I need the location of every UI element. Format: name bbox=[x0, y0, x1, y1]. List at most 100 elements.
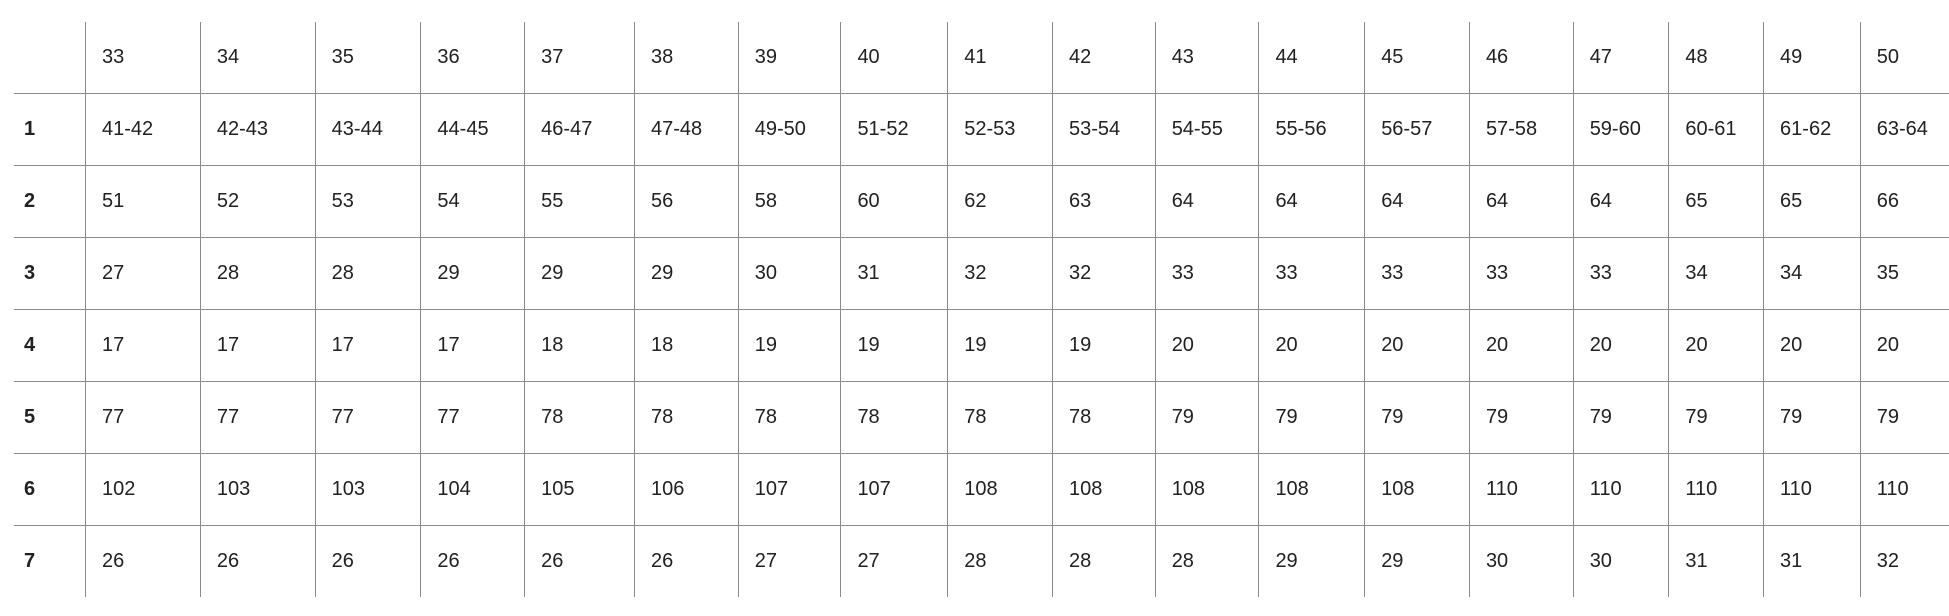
column-header: 38 bbox=[633, 22, 739, 94]
table-cell: 47-48 bbox=[633, 93, 739, 166]
table-cell: 53 bbox=[314, 165, 421, 238]
column-header: 48 bbox=[1668, 22, 1764, 94]
table-cell: 78 bbox=[947, 381, 1053, 454]
column-header: 42 bbox=[1051, 22, 1156, 94]
table-cell: 103 bbox=[199, 453, 316, 526]
table-row: 5 77 77 77 77 78 78 78 78 78 78 79 79 79 79 79 79 79 79 bbox=[14, 381, 1949, 454]
table-cell: 29 bbox=[420, 237, 525, 310]
table-cell: 64 bbox=[1572, 165, 1669, 238]
table-cell: 33 bbox=[1572, 237, 1669, 310]
table-cell: 34 bbox=[1763, 237, 1861, 310]
column-header: 33 bbox=[85, 22, 201, 94]
table-cell: 110 bbox=[1763, 453, 1861, 526]
table-cell: 64 bbox=[1468, 165, 1574, 238]
table-cell: 19 bbox=[840, 309, 948, 382]
table-cell: 42-43 bbox=[199, 93, 316, 166]
table-cell: 110 bbox=[1668, 453, 1764, 526]
table-cell: 56-57 bbox=[1364, 93, 1470, 166]
table-cell: 34 bbox=[1668, 237, 1764, 310]
row-header: 6 bbox=[14, 453, 86, 526]
table-cell: 29 bbox=[1258, 525, 1365, 597]
row-header: 3 bbox=[14, 237, 86, 310]
table-cell: 35 bbox=[1859, 237, 1949, 310]
table-cell: 27 bbox=[840, 525, 948, 597]
table-cell: 19 bbox=[947, 309, 1053, 382]
table-cell: 41-42 bbox=[85, 93, 201, 166]
table-row: 2 51 52 53 54 55 56 58 60 62 63 64 64 64 64 64 65 65 66 bbox=[14, 165, 1949, 238]
table-cell: 20 bbox=[1364, 309, 1470, 382]
column-header: 34 bbox=[199, 22, 316, 94]
table-cell: 64 bbox=[1154, 165, 1259, 238]
table-cell: 30 bbox=[737, 237, 841, 310]
table-cell: 17 bbox=[85, 309, 201, 382]
table-cell: 54-55 bbox=[1154, 93, 1259, 166]
table-cell: 20 bbox=[1763, 309, 1861, 382]
row-header: 5 bbox=[14, 381, 86, 454]
header-row: 33 34 35 36 37 38 39 40 41 42 43 44 45 46 47 48 49 50 bbox=[14, 22, 1949, 94]
column-header: 39 bbox=[737, 22, 841, 94]
table-cell: 32 bbox=[1859, 525, 1949, 597]
table-cell: 104 bbox=[420, 453, 525, 526]
table-cell: 77 bbox=[199, 381, 316, 454]
table-cell: 29 bbox=[633, 237, 739, 310]
column-header: 49 bbox=[1763, 22, 1861, 94]
table-cell: 18 bbox=[524, 309, 635, 382]
table-cell: 79 bbox=[1154, 381, 1259, 454]
table-cell: 77 bbox=[85, 381, 201, 454]
column-header: 46 bbox=[1468, 22, 1574, 94]
table-cell: 53-54 bbox=[1051, 93, 1156, 166]
table-cell: 18 bbox=[633, 309, 739, 382]
table-cell: 78 bbox=[524, 381, 635, 454]
table-cell: 108 bbox=[1258, 453, 1365, 526]
table-cell: 65 bbox=[1763, 165, 1861, 238]
table-cell: 20 bbox=[1668, 309, 1764, 382]
table-cell: 63-64 bbox=[1859, 93, 1949, 166]
column-header: 37 bbox=[524, 22, 635, 94]
table-cell: 78 bbox=[737, 381, 841, 454]
table-cell: 108 bbox=[1154, 453, 1259, 526]
table-cell: 28 bbox=[199, 237, 316, 310]
column-header bbox=[14, 22, 86, 94]
table-cell: 106 bbox=[633, 453, 739, 526]
table-cell: 33 bbox=[1364, 237, 1470, 310]
table-cell: 79 bbox=[1763, 381, 1861, 454]
table-cell: 28 bbox=[1051, 525, 1156, 597]
table-cell: 52 bbox=[199, 165, 316, 238]
table-cell: 26 bbox=[524, 525, 635, 597]
table-row: 4 17 17 17 17 18 18 19 19 19 19 20 20 20 20 20 20 20 20 bbox=[14, 309, 1949, 382]
table-cell: 57-58 bbox=[1468, 93, 1574, 166]
column-header: 44 bbox=[1258, 22, 1365, 94]
table-cell: 54 bbox=[420, 165, 525, 238]
table-row: 3 27 28 28 29 29 29 30 31 32 32 33 33 33 33 33 34 34 35 bbox=[14, 237, 1949, 310]
table-cell: 108 bbox=[947, 453, 1053, 526]
table-cell: 26 bbox=[420, 525, 525, 597]
table-cell: 29 bbox=[1364, 525, 1470, 597]
table-row: 1 41-42 42-43 43-44 44-45 46-47 47-48 49-50 51-5… bbox=[14, 93, 1949, 166]
table-cell: 20 bbox=[1859, 309, 1949, 382]
table-cell: 26 bbox=[314, 525, 421, 597]
table-cell: 110 bbox=[1468, 453, 1574, 526]
table-cell: 58 bbox=[737, 165, 841, 238]
table-cell: 78 bbox=[1051, 381, 1156, 454]
column-header: 45 bbox=[1364, 22, 1470, 94]
table-cell: 27 bbox=[85, 237, 201, 310]
table-cell: 79 bbox=[1572, 381, 1669, 454]
table-cell: 65 bbox=[1668, 165, 1764, 238]
table-cell: 46-47 bbox=[524, 93, 635, 166]
table-row: 7 26 26 26 26 26 26 27 27 28 28 28 29 29 30 30 31 31 32 bbox=[14, 525, 1949, 597]
table-cell: 26 bbox=[199, 525, 316, 597]
table-cell: 28 bbox=[314, 237, 421, 310]
table-row: 6 102 103 103 104 105 106 107 107 108 108 108 108 108… bbox=[14, 453, 1949, 526]
table-cell: 108 bbox=[1364, 453, 1470, 526]
row-header: 7 bbox=[14, 525, 86, 597]
table-cell: 28 bbox=[947, 525, 1053, 597]
table-cell: 103 bbox=[314, 453, 421, 526]
table-cell: 20 bbox=[1572, 309, 1669, 382]
table-cell: 17 bbox=[199, 309, 316, 382]
table-cell: 64 bbox=[1364, 165, 1470, 238]
table-cell: 33 bbox=[1154, 237, 1259, 310]
table-cell: 110 bbox=[1859, 453, 1949, 526]
table-cell: 20 bbox=[1154, 309, 1259, 382]
table-cell: 20 bbox=[1468, 309, 1574, 382]
table-cell: 33 bbox=[1258, 237, 1365, 310]
